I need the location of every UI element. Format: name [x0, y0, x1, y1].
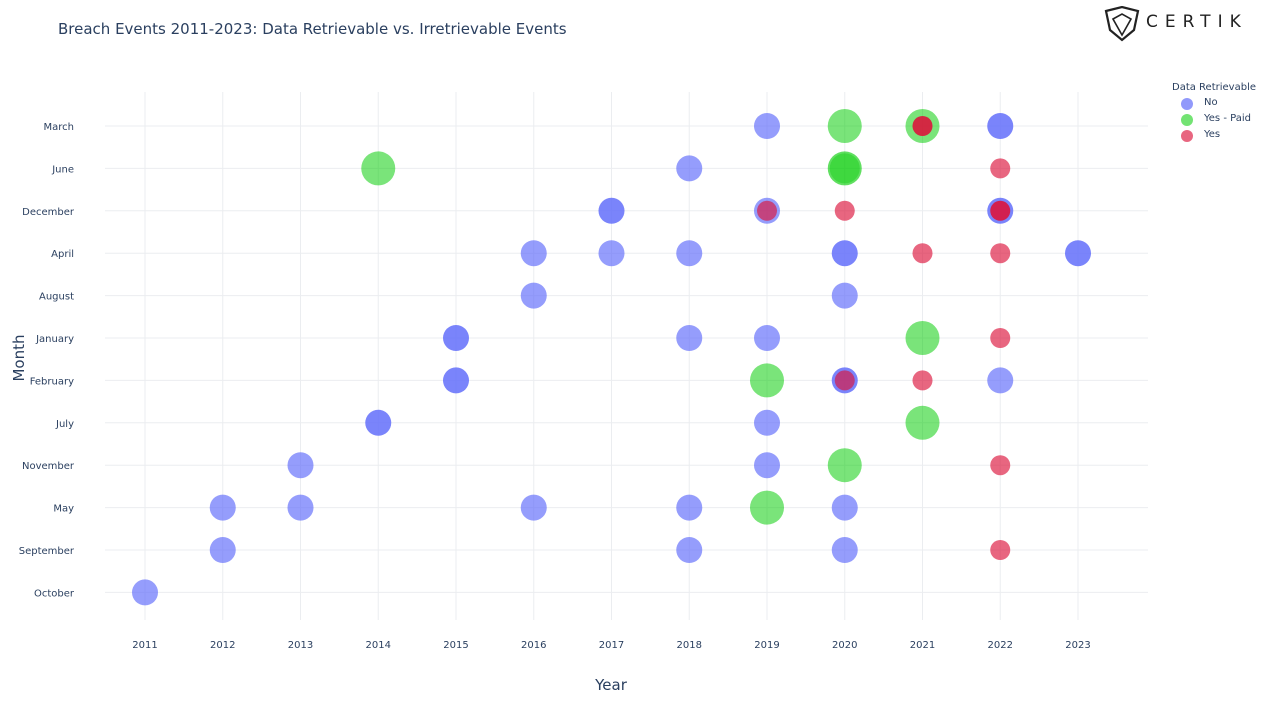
- y-tick-label: September: [19, 546, 75, 557]
- marker-yes-2020-february[interactable]: [834, 370, 855, 391]
- marker-no-2016-april[interactable]: [520, 240, 547, 267]
- y-tick-label: August: [39, 292, 74, 303]
- marker-no-2018-september[interactable]: [676, 537, 703, 563]
- x-tick-label: 2011: [132, 640, 157, 651]
- legend[interactable]: Data Retrievable No Yes - Paid Yes: [1172, 82, 1256, 144]
- marker-no-2012-september[interactable]: [209, 537, 236, 563]
- marker-no-2013-november[interactable]: [287, 452, 314, 479]
- gridlines: [105, 92, 1148, 620]
- marker-yes-2022-november[interactable]: [990, 455, 1011, 476]
- legend-label-no: No: [1204, 97, 1218, 108]
- marker-no-2023-april[interactable]: [1065, 240, 1091, 267]
- marker-yes-2022-january[interactable]: [990, 328, 1011, 348]
- marker-no-2018-april[interactable]: [676, 240, 703, 267]
- marker-no-2020-august[interactable]: [831, 282, 858, 309]
- marker-no-2015-january[interactable]: [443, 325, 469, 351]
- marker-yes-2021-february[interactable]: [912, 370, 933, 391]
- markers[interactable]: [132, 109, 1091, 606]
- marker-no-2020-april[interactable]: [831, 240, 858, 267]
- y-tick-label: February: [30, 376, 74, 387]
- brand-name: CERTIK: [1146, 12, 1248, 32]
- legend-title: Data Retrievable: [1172, 82, 1256, 93]
- y-tick-label: April: [51, 249, 74, 260]
- x-tick-label: 2012: [210, 640, 235, 651]
- legend-swatch-no: [1181, 98, 1193, 110]
- marker-no-2015-february[interactable]: [443, 367, 469, 394]
- y-tick-label: July: [55, 419, 74, 430]
- marker-yes-2021-march[interactable]: [912, 116, 933, 136]
- y-tick-label: October: [34, 588, 75, 599]
- x-tick-label: 2023: [1065, 640, 1090, 651]
- x-tick-label: 2016: [521, 640, 546, 651]
- legend-label-yes-paid: Yes - Paid: [1204, 113, 1251, 124]
- marker-yes-2021-april[interactable]: [912, 243, 933, 264]
- y-tick-label: May: [53, 504, 74, 515]
- marker-no-2012-may[interactable]: [209, 494, 236, 521]
- marker-no-2019-january[interactable]: [754, 325, 780, 351]
- marker-yes-2022-april[interactable]: [990, 243, 1011, 264]
- x-tick-label: 2017: [599, 640, 624, 651]
- marker-no-2018-may[interactable]: [676, 494, 703, 521]
- x-tick-label: 2013: [288, 640, 313, 651]
- marker-no-2019-july[interactable]: [754, 409, 780, 436]
- marker-no-2020-may[interactable]: [831, 494, 858, 521]
- marker-yes-paid-2019-february[interactable]: [750, 363, 784, 398]
- certik-shield-icon: [1104, 5, 1140, 42]
- legend-item-yes-paid[interactable]: Yes - Paid: [1172, 112, 1256, 128]
- legend-swatch-yes: [1181, 130, 1193, 142]
- marker-no-2018-june[interactable]: [676, 155, 703, 182]
- legend-item-no[interactable]: No: [1172, 96, 1256, 112]
- marker-no-2019-march[interactable]: [754, 113, 780, 139]
- x-axis-ticks: 2011 2012 2013 2014 2015 2016 2017 2018 2019 2020…: [132, 640, 1090, 651]
- y-tick-label: December: [22, 207, 75, 218]
- marker-no-2013-may[interactable]: [287, 494, 314, 521]
- x-tick-label: 2019: [754, 640, 779, 651]
- x-tick-label: 2022: [988, 640, 1013, 651]
- legend-swatch-yes-paid: [1181, 114, 1193, 126]
- marker-no-2022-february[interactable]: [987, 367, 1014, 394]
- y-tick-label: January: [35, 334, 74, 345]
- legend-item-yes[interactable]: Yes: [1172, 128, 1256, 144]
- x-tick-label: 2018: [677, 640, 702, 651]
- y-tick-label: November: [22, 461, 75, 472]
- marker-no-2019-november[interactable]: [754, 452, 780, 479]
- marker-yes-paid-2019-may[interactable]: [750, 490, 784, 525]
- y-axis-label: Month: [10, 334, 28, 381]
- marker-no-2011-october[interactable]: [132, 579, 158, 606]
- marker-yes-paid-2020-november[interactable]: [827, 448, 862, 483]
- marker-no-2022-march[interactable]: [987, 113, 1014, 139]
- x-tick-label: 2020: [832, 640, 857, 651]
- marker-yes-paid-2014-june[interactable]: [361, 151, 396, 186]
- marker-yes-paid-2020-march[interactable]: [827, 109, 862, 143]
- marker-yes-paid-2021-january[interactable]: [905, 321, 940, 355]
- y-tick-label: June: [51, 164, 74, 175]
- marker-no-2018-january[interactable]: [676, 325, 703, 351]
- marker-no-2014-july[interactable]: [365, 409, 392, 436]
- y-tick-label: March: [44, 122, 74, 133]
- marker-no-2020-september[interactable]: [831, 537, 858, 563]
- brand-logo: CERTIK: [1102, 5, 1272, 42]
- marker-yes-2022-september[interactable]: [990, 540, 1011, 560]
- marker-no-2016-may[interactable]: [520, 494, 547, 521]
- marker-yes-2020-december[interactable]: [834, 200, 855, 221]
- marker-no-2017-december[interactable]: [598, 197, 625, 224]
- marker-yes-2019-december[interactable]: [757, 200, 777, 221]
- x-tick-label: 2021: [910, 640, 935, 651]
- marker-no-2016-august[interactable]: [520, 282, 547, 309]
- legend-label-yes: Yes: [1204, 129, 1221, 140]
- y-axis-ticks: March June December April August January Febru…: [19, 122, 75, 599]
- marker-yes-paid-2021-july[interactable]: [905, 405, 940, 440]
- chart-title: Breach Events 2011-2023: Data Retrievabl…: [58, 20, 567, 38]
- marker-yes-2022-june[interactable]: [990, 158, 1011, 179]
- marker-yes-paid-2020-june-overlap: [829, 153, 860, 184]
- marker-yes-2022-december[interactable]: [990, 200, 1011, 221]
- x-axis-label: Year: [594, 676, 628, 694]
- marker-no-2017-april[interactable]: [598, 240, 625, 267]
- x-tick-label: 2015: [443, 640, 468, 651]
- marker-yes-paid-2020-june[interactable]: [827, 151, 862, 186]
- x-tick-label: 2014: [366, 640, 391, 651]
